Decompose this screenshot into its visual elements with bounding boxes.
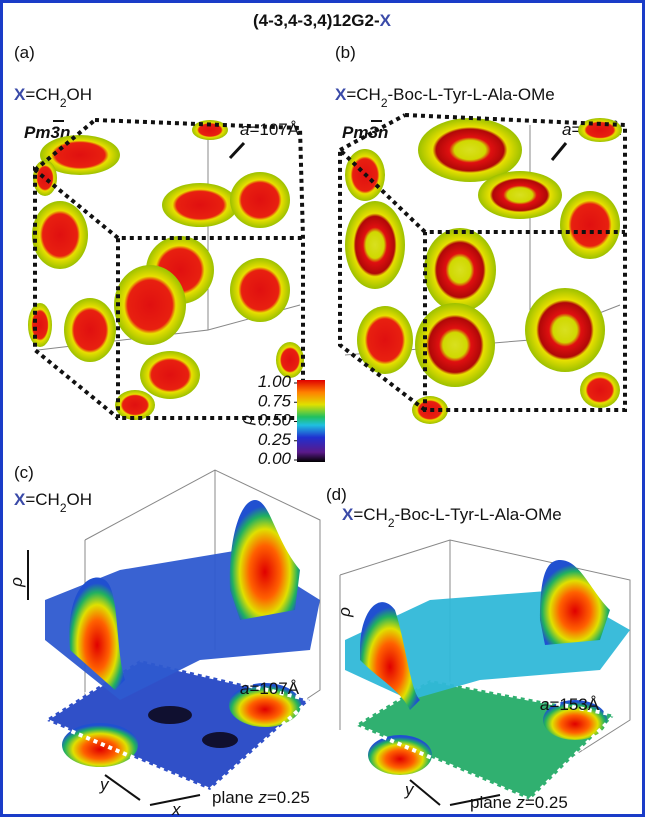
plane: plane z=0.25 (470, 793, 568, 812)
colorbar-tick-label: 0.50 (258, 411, 292, 430)
x: X (14, 490, 26, 509)
pre: Pm (24, 123, 50, 142)
plane: plane z=0.25 (212, 788, 310, 807)
title-x: X (380, 11, 392, 30)
value: =153Å (549, 695, 599, 714)
rho-label: ρ (335, 607, 354, 618)
x-label: x (171, 800, 181, 817)
post: =0.25 (525, 793, 568, 812)
x: X (342, 505, 354, 524)
x: X (335, 85, 347, 104)
bar: 3 (368, 123, 378, 142)
cube-a (28, 118, 305, 420)
formula: X=CH2OH (14, 490, 92, 515)
label: (a) (14, 43, 35, 62)
panel-label: (b) (335, 43, 356, 62)
colorbar-tick-label: 0.25 (258, 430, 292, 449)
colorbar-gradient (297, 380, 325, 462)
z: z (257, 788, 267, 807)
label: (c) (14, 463, 34, 482)
post: =0.25 (267, 788, 310, 807)
pre: =CH (353, 505, 387, 524)
pre: =CH (346, 85, 380, 104)
a: a (540, 695, 549, 714)
panel-label: (c) (14, 463, 34, 482)
x: X (14, 85, 26, 104)
pointer (228, 141, 246, 160)
sub: 2 (388, 516, 395, 530)
post: OH (67, 85, 93, 104)
bar: 3 (50, 123, 60, 142)
y-label: y (404, 780, 415, 799)
a: a (562, 120, 571, 139)
colorbar-tick-label: 1.00 (258, 372, 292, 391)
post: -Boc-L-Tyr-L-Ala-OMe (388, 85, 555, 104)
pre: plane (470, 793, 516, 812)
sub: 2 (60, 96, 67, 110)
a: a (240, 120, 249, 139)
colorbar-tick-label: 0.00 (258, 449, 292, 468)
colorbar-label: ρ (237, 415, 256, 426)
sub: 2 (381, 96, 388, 110)
formula: X=CH2-Boc-L-Tyr-L-Ala-OMe (342, 505, 562, 530)
panel-label: (a) (14, 43, 35, 62)
a: a (240, 679, 249, 698)
pre: =CH (25, 85, 59, 104)
post: n (60, 123, 70, 142)
title: (4-3,4-3,4)12G2-X (253, 11, 392, 30)
post: OH (67, 490, 93, 509)
lattice: a=153Å (540, 695, 600, 714)
sub: 2 (60, 501, 67, 515)
lattice: a=107Å (240, 679, 300, 698)
lattice: a=107Å (240, 120, 300, 139)
space-group: Pm3n (24, 123, 70, 142)
z: z (515, 793, 525, 812)
rho-label: ρ (7, 577, 26, 588)
value: =107Å (249, 679, 299, 698)
colorbar-tick-label: 0.75 (258, 391, 292, 410)
surface-c: ρ y x (7, 469, 321, 817)
cube-b (338, 113, 627, 424)
panel-label: (d) (326, 485, 347, 504)
pre: Pm (342, 123, 368, 142)
value: =107Å (249, 120, 299, 139)
title-text: (4-3,4-3,4)12G2- (253, 11, 380, 30)
label: (d) (326, 485, 347, 504)
pre: plane (212, 788, 258, 807)
surface-d: ρ y (335, 539, 631, 806)
formula: X=CH2OH (14, 85, 92, 110)
space-group: Pm3n (342, 123, 388, 142)
y-label: y (99, 775, 110, 794)
pre: =CH (25, 490, 59, 509)
pointer (550, 142, 568, 161)
label: (b) (335, 43, 356, 62)
post: -Boc-L-Tyr-L-Ala-OMe (395, 505, 562, 524)
formula: X=CH2-Boc-L-Tyr-L-Ala-OMe (335, 85, 555, 110)
colorbar: ρ 1.000.750.500.250.00 (237, 372, 325, 468)
post: n (378, 123, 388, 142)
